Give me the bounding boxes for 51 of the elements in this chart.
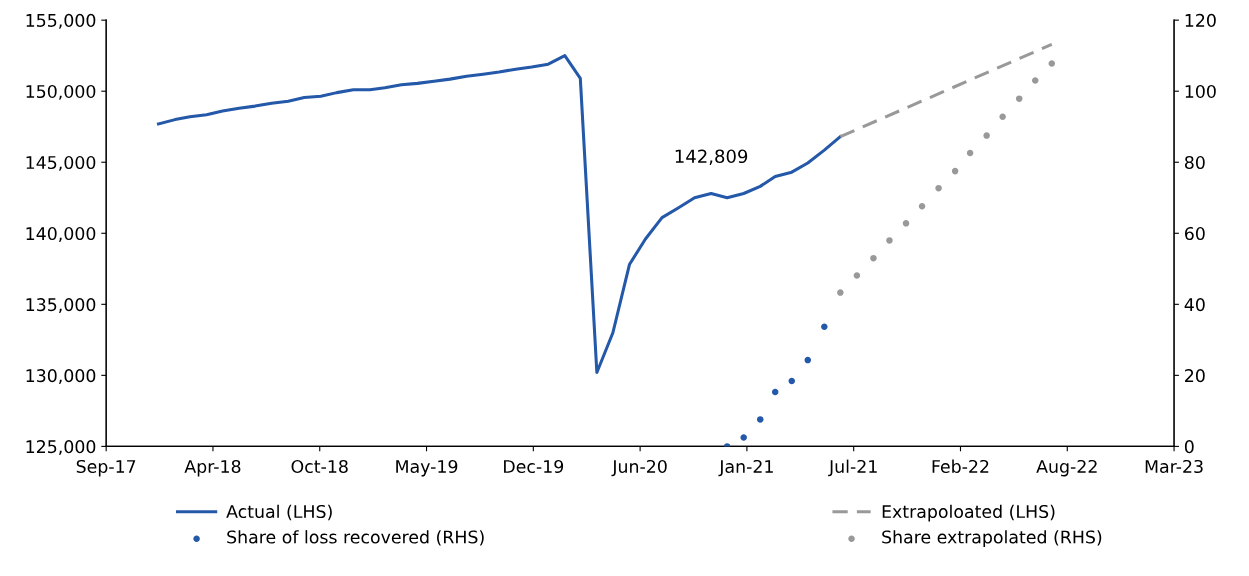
x-tick-label: Apr-18 [184, 459, 241, 477]
y2-tick-label: 20 [1185, 369, 1205, 383]
point [1015, 95, 1023, 102]
point [756, 416, 764, 423]
y2-tick-label: 60 [1184, 226, 1205, 241]
x-tick-label: Dec-19 [504, 459, 564, 474]
legend-label: Share of loss recovered (RHS) [227, 530, 484, 546]
legend-label: Extrapoloated (LHS) [882, 504, 1055, 522]
point [951, 167, 959, 175]
x-tick-label: Sep-17 [76, 459, 136, 477]
point [983, 132, 990, 139]
point [837, 289, 844, 296]
y2-tick-label: 0 [1184, 440, 1194, 454]
point [853, 272, 861, 279]
y2-tick-label: 80 [1184, 155, 1205, 170]
x-tick-label: Mar-23 [1145, 459, 1203, 474]
x-tick-label: Jun-20 [611, 459, 667, 477]
legend-label: Share extrapolated (RHS) [882, 530, 1102, 547]
point [886, 237, 893, 244]
point [771, 388, 779, 396]
y2-tick-label: 120 [1185, 13, 1216, 27]
x-tick-label: Jan-21 [718, 459, 773, 477]
point [999, 113, 1006, 121]
point [740, 434, 747, 441]
x-tick-label: May-19 [396, 459, 458, 477]
x-tick-label: Aug-22 [1036, 459, 1097, 477]
point [918, 203, 926, 210]
point [1048, 60, 1056, 67]
legend-label: Actual (LHS) [226, 504, 332, 521]
y-tick-label: 145,000 [26, 155, 96, 171]
y-tick-label: 140,000 [26, 226, 96, 242]
point [1031, 77, 1039, 84]
y2-tick-label: 100 [1185, 84, 1216, 99]
point [935, 184, 942, 192]
point [870, 254, 877, 262]
point [804, 356, 812, 364]
y-tick-label: 150,000 [26, 84, 96, 100]
y-tick-label: 135,000 [26, 298, 96, 313]
line-series [156, 54, 842, 375]
annotation: 142,809 [675, 149, 748, 165]
y-tick-label: 125,000 [26, 440, 96, 456]
x-tick-label: Oct-18 [291, 459, 348, 474]
point [966, 149, 974, 157]
y-tick-label: 155,000 [26, 13, 96, 29]
x-tick-label: Feb-22 [932, 459, 989, 474]
point [902, 220, 910, 227]
y2-tick-label: 40 [1184, 298, 1205, 312]
point [788, 377, 796, 385]
point [821, 323, 828, 330]
y-tick-label: 130,000 [26, 369, 96, 384]
x-tick-label: Jul-21 [828, 459, 877, 477]
